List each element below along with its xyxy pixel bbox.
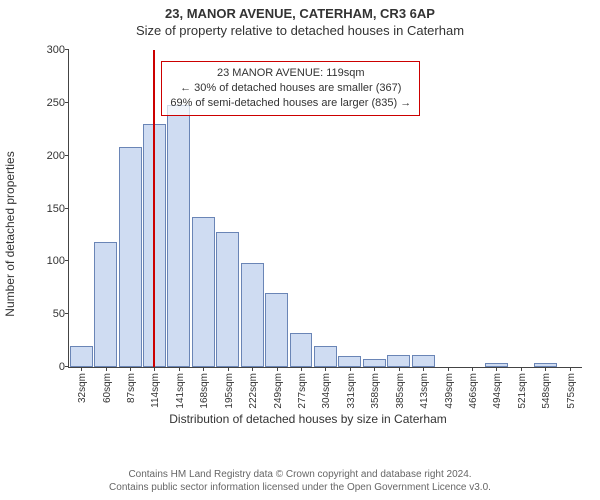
x-tick-mark bbox=[545, 367, 546, 371]
x-tick-mark bbox=[252, 367, 253, 371]
y-axis-label: Number of detached properties bbox=[3, 151, 17, 316]
bar-slot: 548sqm bbox=[533, 50, 557, 367]
bar-slot: 466sqm bbox=[460, 50, 484, 367]
x-axis-label: Distribution of detached houses by size … bbox=[169, 412, 446, 426]
y-tick-label: 200 bbox=[33, 150, 65, 162]
x-tick-label: 32sqm bbox=[77, 373, 88, 403]
y-tick-label: 300 bbox=[33, 44, 65, 56]
histogram-bar bbox=[387, 355, 410, 367]
x-tick-mark bbox=[154, 367, 155, 371]
x-tick-mark bbox=[179, 367, 180, 371]
histogram-bar bbox=[363, 359, 386, 367]
histogram-bar bbox=[265, 293, 288, 367]
bar-slot: 60sqm bbox=[93, 50, 117, 367]
x-tick-mark bbox=[399, 367, 400, 371]
x-tick-mark bbox=[325, 367, 326, 371]
histogram-bar bbox=[216, 232, 239, 367]
y-tick-label: 250 bbox=[33, 97, 65, 109]
bar-slot: 521sqm bbox=[509, 50, 533, 367]
x-tick-mark bbox=[277, 367, 278, 371]
x-tick-mark bbox=[81, 367, 82, 371]
y-tick-mark bbox=[65, 49, 69, 50]
chart-area: Number of detached properties 32sqm60sqm… bbox=[28, 44, 588, 424]
histogram-bar bbox=[167, 105, 190, 367]
histogram-bar bbox=[314, 346, 337, 367]
y-tick-mark bbox=[65, 260, 69, 261]
histogram-bar bbox=[119, 147, 142, 367]
y-tick-mark bbox=[65, 366, 69, 367]
x-tick-mark bbox=[496, 367, 497, 371]
x-tick-mark bbox=[203, 367, 204, 371]
x-tick-mark bbox=[301, 367, 302, 371]
y-tick-label: 50 bbox=[33, 308, 65, 320]
x-tick-label: 548sqm bbox=[541, 373, 552, 409]
x-tick-label: 87sqm bbox=[126, 373, 137, 403]
x-tick-label: 141sqm bbox=[175, 373, 186, 409]
footer-line-2: Contains public sector information licen… bbox=[0, 481, 600, 494]
x-tick-label: 521sqm bbox=[517, 373, 528, 409]
x-tick-label: 277sqm bbox=[297, 373, 308, 409]
histogram-bar bbox=[241, 263, 264, 367]
plot-area: 32sqm60sqm87sqm114sqm141sqm168sqm195sqm2… bbox=[68, 50, 582, 368]
x-tick-mark bbox=[423, 367, 424, 371]
x-tick-label: 358sqm bbox=[370, 373, 381, 409]
x-tick-label: 331sqm bbox=[346, 373, 357, 409]
x-tick-mark bbox=[106, 367, 107, 371]
y-tick-mark bbox=[65, 208, 69, 209]
x-tick-mark bbox=[228, 367, 229, 371]
bar-slot: 87sqm bbox=[118, 50, 142, 367]
x-tick-label: 195sqm bbox=[224, 373, 235, 409]
x-tick-mark bbox=[448, 367, 449, 371]
footer-attribution: Contains HM Land Registry data © Crown c… bbox=[0, 468, 600, 494]
page-subtitle: Size of property relative to detached ho… bbox=[0, 23, 600, 38]
callout-line: 23 MANOR AVENUE: 119sqm bbox=[170, 66, 411, 81]
x-tick-label: 575sqm bbox=[566, 373, 577, 409]
callout-line: 69% of semi-detached houses are larger (… bbox=[170, 96, 411, 111]
y-tick-mark bbox=[65, 313, 69, 314]
histogram-bar bbox=[412, 355, 435, 367]
histogram-bar bbox=[338, 356, 361, 367]
x-tick-label: 304sqm bbox=[321, 373, 332, 409]
footer-line-1: Contains HM Land Registry data © Crown c… bbox=[0, 468, 600, 481]
x-tick-mark bbox=[350, 367, 351, 371]
x-tick-label: 168sqm bbox=[199, 373, 210, 409]
x-tick-mark bbox=[130, 367, 131, 371]
bar-slot: 439sqm bbox=[435, 50, 459, 367]
x-tick-label: 494sqm bbox=[492, 373, 503, 409]
callout-line: ← 30% of detached houses are smaller (36… bbox=[170, 81, 411, 96]
reference-line bbox=[153, 50, 155, 367]
x-tick-label: 60sqm bbox=[102, 373, 113, 403]
x-tick-label: 439sqm bbox=[444, 373, 455, 409]
page-title: 23, MANOR AVENUE, CATERHAM, CR3 6AP bbox=[0, 6, 600, 21]
bar-slot: 32sqm bbox=[69, 50, 93, 367]
y-tick-label: 100 bbox=[33, 255, 65, 267]
x-tick-label: 222sqm bbox=[248, 373, 259, 409]
x-tick-label: 385sqm bbox=[395, 373, 406, 409]
x-tick-label: 413sqm bbox=[419, 373, 430, 409]
x-tick-mark bbox=[374, 367, 375, 371]
x-tick-mark bbox=[521, 367, 522, 371]
x-tick-mark bbox=[570, 367, 571, 371]
histogram-bar bbox=[70, 346, 93, 367]
x-tick-label: 249sqm bbox=[273, 373, 284, 409]
bar-slot: 494sqm bbox=[484, 50, 508, 367]
histogram-bar bbox=[94, 242, 117, 367]
y-tick-label: 150 bbox=[33, 203, 65, 215]
histogram-bar bbox=[192, 217, 215, 367]
y-tick-mark bbox=[65, 102, 69, 103]
x-tick-label: 114sqm bbox=[150, 373, 161, 408]
bar-slot: 575sqm bbox=[557, 50, 581, 367]
x-tick-mark bbox=[472, 367, 473, 371]
histogram-bar bbox=[290, 333, 313, 367]
y-tick-label: 0 bbox=[33, 361, 65, 373]
callout-box: 23 MANOR AVENUE: 119sqm← 30% of detached… bbox=[161, 61, 420, 116]
x-tick-label: 466sqm bbox=[468, 373, 479, 409]
y-tick-mark bbox=[65, 155, 69, 156]
